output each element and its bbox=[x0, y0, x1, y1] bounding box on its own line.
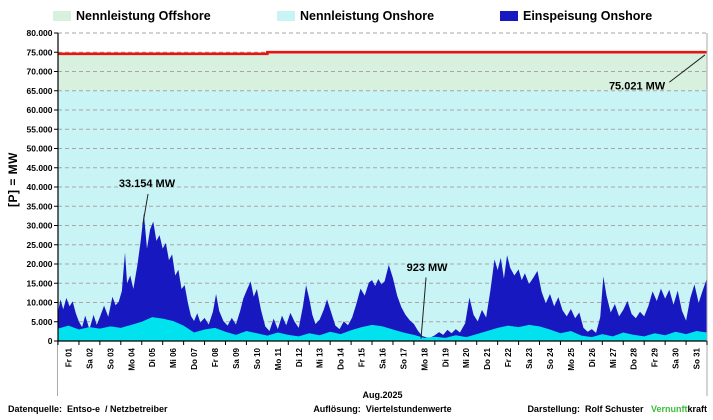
x-axis-label: Fr 29 bbox=[651, 347, 660, 367]
legend-item-onshore-capacity: Nennleistung Onshore bbox=[277, 9, 434, 23]
y-axis-label: 5.000 bbox=[31, 317, 53, 327]
x-axis-label: Mo 04 bbox=[127, 347, 136, 370]
annotation-line-1 bbox=[420, 277, 427, 339]
x-axis-label: Do 21 bbox=[483, 347, 492, 369]
x-axis-label: Sa 02 bbox=[85, 347, 94, 368]
x-axis-label: Mi 06 bbox=[169, 347, 178, 368]
x-axis-label: Fr 22 bbox=[504, 347, 513, 367]
offshore-capacity-swatch bbox=[53, 11, 71, 21]
y-axis-label: 55.000 bbox=[27, 124, 53, 134]
offshore-feedin-area bbox=[58, 317, 707, 341]
y-axis-label: 10.000 bbox=[27, 298, 53, 308]
legend-label-onshore-feedin: Einspeisung Onshore bbox=[523, 9, 653, 23]
brand-vernunft: Vernunft bbox=[650, 404, 688, 414]
x-axis-label: Sa 30 bbox=[672, 347, 681, 368]
y-axis-label: 80.000 bbox=[27, 28, 53, 38]
y-axis-label: 0 bbox=[48, 336, 53, 346]
x-axis-label: Di 19 bbox=[441, 347, 450, 367]
annotation-line-0 bbox=[142, 193, 149, 225]
y-axis-label: 20.000 bbox=[27, 259, 53, 269]
footer-resolution: Auflösung: Viertelstundenwerte bbox=[313, 404, 452, 414]
x-axis-label: Do 28 bbox=[630, 347, 639, 369]
footer-datasource: Datenquelle: Entso-e / Netzbetreiber bbox=[8, 404, 168, 414]
y-axis-label: 65.000 bbox=[27, 86, 53, 96]
x-axis-label: So 17 bbox=[399, 347, 408, 369]
footer-credit-text: Darstellung: Rolf Schuster bbox=[527, 404, 644, 414]
x-axis-label: Fr 08 bbox=[211, 347, 220, 367]
x-axis-label: Mi 27 bbox=[609, 347, 618, 368]
annotation-line-2 bbox=[669, 54, 706, 83]
legend-label-onshore-capacity: Nennleistung Onshore bbox=[300, 9, 435, 23]
x-axis-label: Sa 23 bbox=[525, 347, 534, 368]
onshore-feedin-swatch bbox=[500, 11, 518, 21]
x-axis-label: So 03 bbox=[106, 347, 115, 369]
annotation-label-2: 75.021 MW bbox=[609, 81, 666, 93]
y-axis-label: 25.000 bbox=[27, 240, 53, 250]
x-axis-label: Di 05 bbox=[148, 347, 157, 367]
y-axis-label: 75.000 bbox=[27, 47, 53, 57]
x-axis-label: Sa 09 bbox=[232, 347, 241, 368]
y-axis-label: 30.000 bbox=[27, 221, 53, 231]
legend-label-offshore-capacity: Nennleistung Offshore bbox=[76, 9, 211, 23]
brand-kraft: kraft bbox=[687, 404, 707, 414]
x-axis-label: So 24 bbox=[546, 347, 555, 369]
x-axis-label: Mi 13 bbox=[316, 347, 325, 368]
y-axis-label: 40.000 bbox=[27, 182, 53, 192]
x-axis-label: Di 26 bbox=[588, 347, 597, 367]
y-axis-label: 70.000 bbox=[27, 67, 53, 77]
x-axis-label: Fr 15 bbox=[358, 347, 367, 367]
y-axis-label: 35.000 bbox=[27, 201, 53, 211]
x-axis-label: Sa 16 bbox=[379, 347, 388, 368]
legend-item-offshore-capacity: Nennleistung Offshore bbox=[53, 9, 211, 23]
x-axis-label: Fr 01 bbox=[64, 347, 73, 367]
y-axis-label: 60.000 bbox=[27, 105, 53, 115]
capacity-total-line bbox=[58, 50, 707, 56]
onshore-capacity-swatch bbox=[277, 11, 295, 21]
x-axis-label: Mo 25 bbox=[567, 347, 576, 370]
x-axis-label: Mi 20 bbox=[462, 347, 471, 368]
x-axis-label: So 31 bbox=[693, 347, 702, 369]
onshore-feedin-area bbox=[58, 213, 707, 341]
footer-credit: Darstellung: Rolf Schuster Vernunftkraft bbox=[527, 404, 707, 414]
annotation-label-1: 923 MW bbox=[407, 262, 449, 274]
y-axis-label: 45.000 bbox=[27, 163, 53, 173]
x-axis-month-label: Aug.2025 bbox=[362, 390, 403, 400]
y-axis-label: 50.000 bbox=[27, 144, 53, 154]
x-axis-label: Mo 18 bbox=[420, 347, 429, 370]
y-axis-label: 15.000 bbox=[27, 278, 53, 288]
x-axis-label: Do 07 bbox=[190, 347, 199, 369]
x-axis-label: Di 12 bbox=[295, 347, 304, 367]
x-axis-label: Mo 11 bbox=[274, 347, 283, 370]
legend-item-onshore-feedin: Einspeisung Onshore bbox=[500, 9, 652, 23]
x-axis-label: Do 14 bbox=[337, 347, 346, 369]
x-axis-label: So 10 bbox=[253, 347, 262, 369]
annotation-label-0: 33.154 MW bbox=[119, 178, 176, 190]
